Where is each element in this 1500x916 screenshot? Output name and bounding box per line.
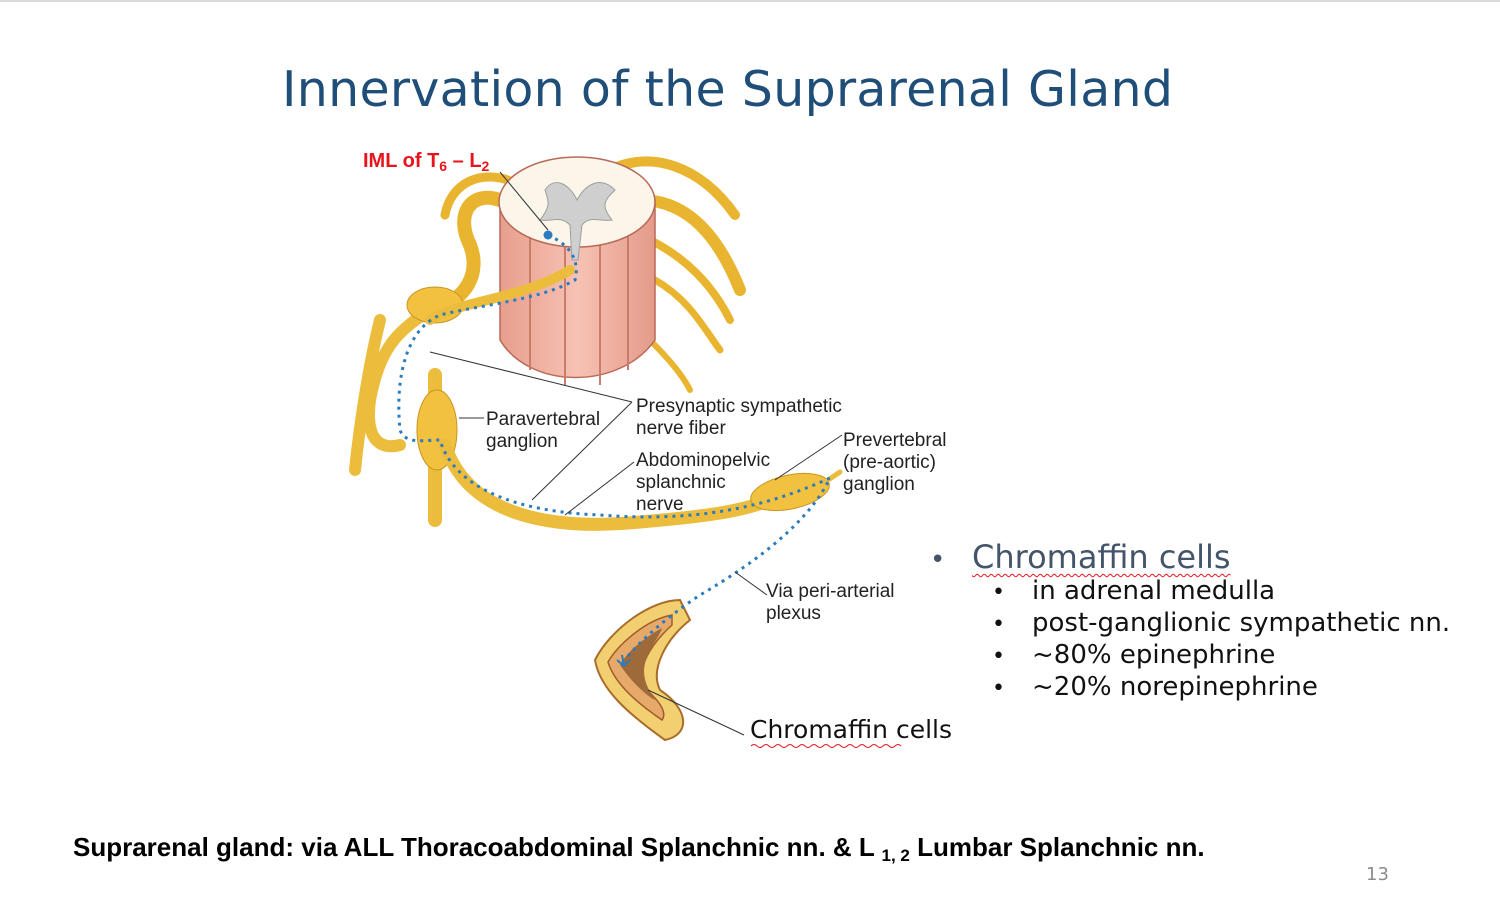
adrenal-medulla — [620, 628, 662, 700]
bullet-dot: • — [992, 580, 1005, 605]
splanchnic-nerve-shape — [438, 438, 777, 531]
spellcheck-squiggle — [750, 744, 902, 748]
label-presynaptic-2: nerve fiber — [636, 418, 726, 439]
label-prevertebral-3: ganglion — [843, 474, 915, 495]
bullet-sub-text: post-ganglionic sympathetic nn. — [1032, 608, 1451, 638]
bullet-dot: • — [930, 545, 946, 575]
bullet-main: • Chromaffin cells — [930, 538, 1450, 576]
label-paravertebral-2: ganglion — [486, 431, 558, 452]
label-chromaffin-cells: Chromaffin cells — [750, 715, 952, 744]
label-abdominopelvic-2: splanchnic — [636, 472, 726, 493]
label-paravertebral-1: Paravertebral — [486, 409, 600, 430]
prevertebral-ganglion-shape — [750, 472, 830, 512]
label-abdominopelvic-1: Abdominopelvic — [636, 450, 770, 471]
bullet-sub-item: • ~80% epinephrine — [992, 640, 1450, 672]
slide-title: Innervation of the Suprarenal Gland — [282, 60, 1174, 118]
label-periarterial-1: Via peri-arterial — [766, 581, 894, 602]
bullet-dot: • — [992, 644, 1005, 669]
bullet-sub-item: • post-ganglionic sympathetic nn. — [992, 608, 1450, 640]
dotted-pathway — [397, 233, 834, 661]
bullet-dot: • — [992, 676, 1005, 701]
page-number: 13 — [1366, 864, 1389, 885]
bullet-sub-text: in adrenal medulla — [1032, 576, 1276, 606]
bullet-sub-text: ~80% epinephrine — [1032, 640, 1276, 670]
bullet-dot: • — [992, 612, 1005, 637]
bullet-sub-text: ~20% norepinephrine — [1032, 672, 1318, 702]
iml-label: IML of T6 – L2 — [363, 150, 490, 174]
label-prevertebral-2: (pre-aortic) — [843, 452, 936, 473]
spinal-cord — [498, 156, 656, 385]
iml-neuron-body — [543, 230, 553, 240]
footer-subscript: 1, 2 — [881, 846, 910, 865]
label-abdominopelvic-3: nerve — [636, 494, 684, 515]
bullet-sub-item: • in adrenal medulla — [992, 576, 1450, 608]
bullet-main-text: Chromaffin cells — [972, 538, 1231, 576]
suprarenal-gland — [593, 598, 692, 742]
bullet-sub-item: • ~20% norepinephrine — [992, 672, 1450, 704]
leader-lines — [429, 171, 843, 736]
bullet-list: • Chromaffin cells • in adrenal medulla … — [930, 538, 1450, 704]
footer-text-2: Lumbar Splanchnic nn. — [909, 832, 1205, 862]
label-periarterial-2: plexus — [766, 603, 821, 624]
footer-text-1: Suprarenal gland: via ALL Thoracoabdomin… — [73, 832, 882, 862]
top-border — [0, 0, 1500, 2]
label-presynaptic-1: Presynaptic sympathetic — [636, 396, 842, 417]
label-prevertebral-1: Prevertebral — [843, 430, 947, 451]
footer-summary: Suprarenal gland: via ALL Thoracoabdomin… — [73, 832, 1205, 866]
